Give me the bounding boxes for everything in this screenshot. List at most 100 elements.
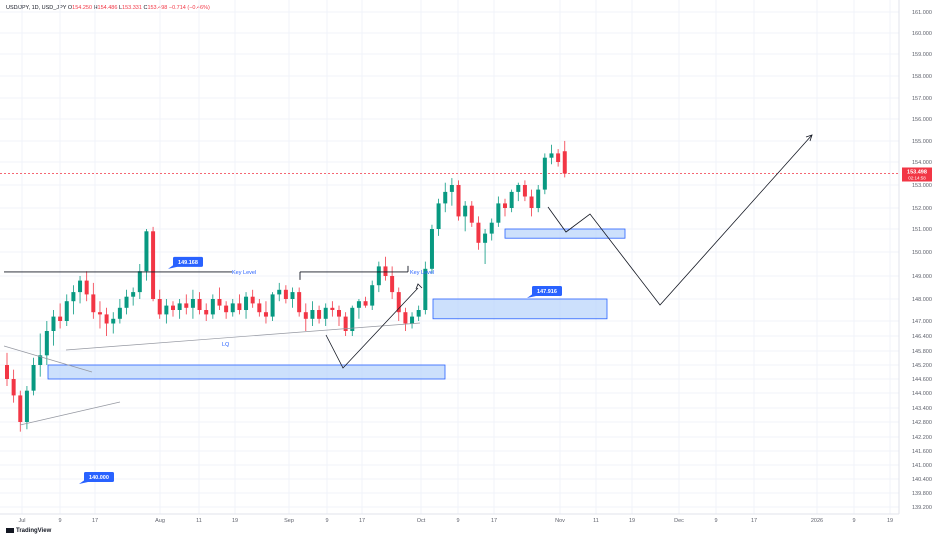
- trendline-lower[interactable]: [19, 401, 121, 426]
- price-tag[interactable]: [173, 256, 203, 267]
- candle-body: [562, 151, 567, 174]
- x-tick-label: Aug: [155, 518, 165, 524]
- past-path[interactable]: [325, 287, 419, 369]
- candle-body: [323, 307, 328, 319]
- high-value: 154.486: [97, 5, 118, 11]
- candle-body: [111, 318, 116, 324]
- lq-line[interactable]: [65, 322, 421, 351]
- trendline-upper[interactable]: [3, 345, 93, 373]
- y-tick-label: 144.000: [912, 391, 932, 397]
- x-tick-label: Oct: [417, 518, 426, 524]
- x-tick-label: 2026: [811, 518, 823, 524]
- candle-body: [64, 301, 69, 321]
- candle-body: [104, 314, 109, 324]
- candle-body: [337, 310, 341, 317]
- y-tick-label: 140.400: [912, 477, 932, 483]
- candle-body: [423, 268, 428, 310]
- candle-body: [536, 189, 541, 208]
- y-tick-label: 159.000: [912, 52, 932, 58]
- candle-body: [363, 301, 368, 306]
- y-tick-label: 145.800: [912, 349, 932, 355]
- forecast-arrow-icon: [805, 134, 813, 142]
- x-tick-label: 19: [887, 518, 893, 524]
- candle-body: [117, 307, 122, 319]
- x-tick-label: 19: [629, 518, 635, 524]
- y-tick-label: 141.600: [912, 449, 932, 455]
- zones-layer: [47, 228, 626, 380]
- candle-body: [11, 379, 16, 396]
- candle-body: [24, 390, 29, 422]
- candle-body: [51, 316, 56, 331]
- change-value: −0.714 (−0.46%): [168, 5, 210, 11]
- tradingview-watermark: TradingView: [6, 528, 51, 534]
- candle-body: [290, 292, 295, 299]
- candle-body: [204, 310, 209, 315]
- candle-body: [356, 301, 361, 308]
- candle-body: [469, 205, 474, 223]
- x-tick-label: 11: [196, 518, 202, 524]
- candle-body: [310, 310, 315, 319]
- candle-body: [483, 233, 488, 243]
- y-tick-label: 154.000: [912, 160, 932, 166]
- candle-body: [263, 312, 268, 317]
- countdown-text: 02:14:58: [908, 176, 926, 181]
- price-tag[interactable]: [84, 472, 114, 482]
- y-tick-label: 156.000: [912, 117, 932, 123]
- key-level-text: Key Level: [410, 270, 434, 276]
- candle-body: [164, 305, 169, 315]
- candle-body: [436, 203, 441, 229]
- chart-header: USD/JPY, 1D, USD_JPY O154.250 H154.486 L…: [6, 5, 210, 11]
- price-axis[interactable]: 161.000 160.000 159.000 158.000 157.000 156.0…: [912, 10, 932, 511]
- candle-body: [476, 222, 481, 243]
- candle-body: [184, 303, 189, 308]
- last-price-badge: [902, 167, 932, 182]
- price-tag-text: 140.000: [89, 475, 109, 481]
- x-tick-label: Nov: [555, 518, 565, 524]
- candle-body: [410, 316, 415, 324]
- candle-body: [317, 310, 322, 319]
- y-tick-label: 146.400: [912, 334, 932, 340]
- y-tick-label: 157.000: [912, 96, 932, 102]
- candle-body: [283, 289, 288, 299]
- candle-body: [157, 299, 162, 315]
- candle-body: [38, 355, 43, 365]
- y-tick-label: 139.800: [912, 491, 932, 497]
- lq-text: LQ: [222, 342, 230, 348]
- candle-body: [277, 289, 282, 295]
- candle-body: [542, 157, 547, 190]
- demand-zone-mid[interactable]: [432, 298, 608, 320]
- low-value: 153.331: [122, 5, 142, 11]
- y-tick-label: 142.800: [912, 420, 932, 426]
- candles-layer: [5, 140, 567, 432]
- open-label: O: [67, 5, 73, 11]
- key-level-text: Key Level: [232, 270, 256, 276]
- candle-body: [350, 307, 355, 331]
- candle-body: [270, 294, 275, 317]
- candle-body: [370, 285, 375, 306]
- price-tag[interactable]: [532, 286, 562, 296]
- candle-body: [230, 303, 235, 313]
- forecast-path[interactable]: [547, 134, 813, 306]
- candle-body: [144, 231, 149, 272]
- close-label: C: [143, 5, 148, 11]
- candle-body: [429, 229, 434, 269]
- candle-body: [244, 296, 249, 310]
- demand-zone-large[interactable]: [47, 364, 446, 380]
- candle-body: [503, 203, 507, 208]
- candle-body: [449, 185, 454, 192]
- candle-body: [396, 292, 401, 313]
- symbol-title: USD/JPY, 1D, USD_JPY: [6, 5, 67, 11]
- time-axis[interactable]: Jul 9 17 Aug 11 19 Sep 9 17 Oct 9 17 Nov 11 19 Dec 9 17 20…: [18, 518, 893, 524]
- y-tick-label: 153.000: [912, 183, 932, 189]
- candle-body: [97, 312, 102, 315]
- candle-body: [509, 191, 514, 208]
- high-label: H: [93, 5, 98, 11]
- candle-body: [18, 395, 23, 422]
- y-tick-label: 151.000: [912, 227, 932, 233]
- x-tick-label: 9: [58, 518, 61, 524]
- candle-body: [556, 153, 561, 162]
- demand-zone-upper[interactable]: [504, 228, 626, 239]
- y-tick-label: 141.000: [912, 463, 932, 469]
- low-label: L: [118, 5, 123, 11]
